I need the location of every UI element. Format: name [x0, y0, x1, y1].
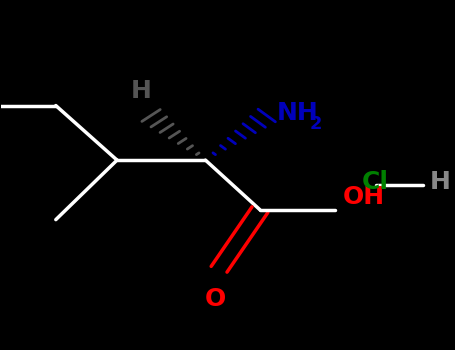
Text: 2: 2 [309, 116, 322, 133]
Text: OH: OH [343, 185, 385, 209]
Text: H: H [430, 170, 451, 195]
Text: H: H [131, 79, 152, 103]
Text: NH: NH [277, 101, 318, 125]
Text: O: O [205, 287, 226, 310]
Text: Cl: Cl [362, 170, 389, 195]
